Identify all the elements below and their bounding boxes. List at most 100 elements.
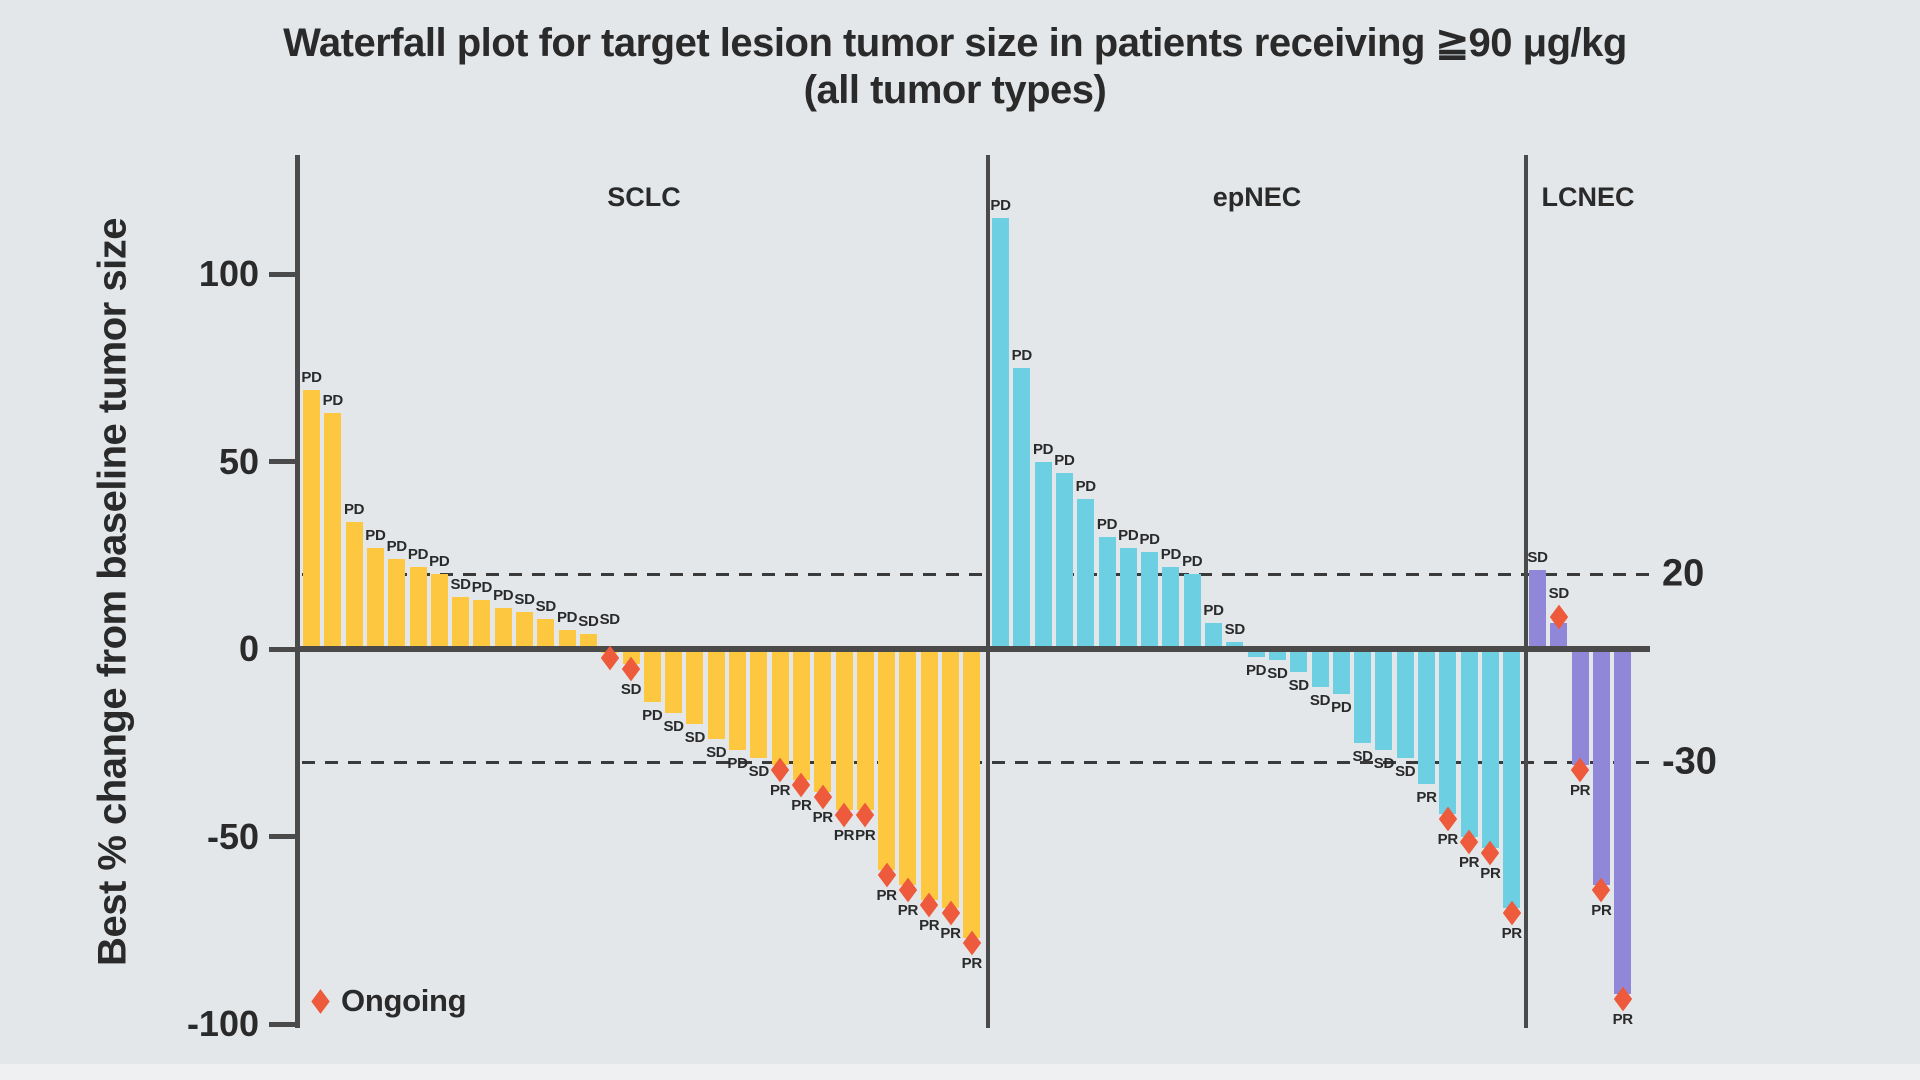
- bar-response-label: PR: [833, 827, 855, 845]
- group-header-epnec: epNEC: [1212, 182, 1302, 212]
- ongoing-diamond-icon: [311, 988, 330, 1014]
- bar-response-label: PD: [471, 579, 493, 597]
- bar: [686, 649, 704, 724]
- bar: [750, 649, 768, 758]
- bar-response-label: SD: [1352, 747, 1373, 765]
- bar: [1205, 622, 1222, 649]
- bar: [771, 649, 789, 766]
- bar-response-label: PR: [1569, 782, 1591, 800]
- bar: [1571, 649, 1589, 766]
- bar: [1614, 649, 1632, 994]
- bar: [1529, 570, 1546, 649]
- bar: [1013, 367, 1031, 649]
- bar-response-label: SD: [706, 744, 727, 761]
- bar-response-label: PD: [407, 545, 429, 563]
- bar: [579, 634, 597, 649]
- bar: [1247, 649, 1265, 657]
- bar-response-label: PD: [365, 526, 386, 544]
- bar-response-label: PR: [897, 902, 919, 920]
- bar-response-label: PR: [1437, 831, 1459, 848]
- reference-line-label: 20: [1662, 552, 1705, 595]
- bar-response-label: SD: [535, 598, 557, 615]
- bar-response-label: SD: [1267, 665, 1288, 683]
- bar-response-label: PD: [386, 538, 408, 555]
- bar: [452, 596, 470, 649]
- chart-title-line2: (all tumor types): [803, 68, 1107, 112]
- bar: [707, 649, 725, 739]
- bar: [1592, 649, 1610, 886]
- legend: Ongoing: [308, 983, 467, 1019]
- y-axis-tick: [269, 459, 297, 464]
- bar-response-label: PD: [1160, 545, 1182, 563]
- y-axis-tick: [269, 1021, 297, 1027]
- bar-response-label: PR: [876, 887, 897, 905]
- y-axis-tick-label: 50: [218, 440, 259, 482]
- bar: [643, 649, 661, 702]
- bar-response-label: PR: [1501, 924, 1523, 942]
- bar: [1290, 649, 1308, 672]
- bar-response-label: PR: [940, 924, 961, 942]
- bar: [665, 649, 683, 713]
- bar: [856, 649, 874, 811]
- y-axis-line: [295, 155, 300, 1028]
- bar-response-label: PD: [1182, 553, 1203, 570]
- group-header-lcnec: LCNEC: [1541, 182, 1635, 212]
- reference-line-label: -30: [1662, 740, 1717, 782]
- bar: [1550, 622, 1568, 649]
- bar: [792, 649, 810, 781]
- bar-response-label: PR: [1480, 864, 1501, 882]
- bar-response-label: PD: [642, 706, 663, 724]
- bar-response-label: SD: [578, 613, 599, 630]
- bar-response-label: PD: [1203, 601, 1224, 619]
- bar-response-label: PR: [1612, 1011, 1634, 1028]
- bar-response-label: SD: [599, 611, 621, 628]
- bar: [1503, 649, 1521, 908]
- y-axis-tick-label: -50: [206, 815, 259, 857]
- bar-response-label: PD: [429, 553, 450, 570]
- chart-title-line1: Waterfall plot for target lesion tumor s…: [283, 21, 1627, 65]
- bar: [345, 521, 363, 649]
- y-axis-tick: [269, 646, 297, 652]
- bar-response-label: PR: [919, 917, 940, 935]
- bar: [303, 390, 320, 649]
- bar: [1396, 649, 1414, 758]
- bar-response-label: SD: [1395, 762, 1416, 780]
- bar: [1077, 499, 1095, 649]
- bar-response-label: SD: [1288, 676, 1310, 694]
- bar: [878, 649, 896, 871]
- bar: [899, 649, 917, 886]
- bar-response-label: PR: [961, 954, 983, 972]
- bar: [1098, 536, 1116, 649]
- bar-response-label: PR: [769, 782, 791, 800]
- bar-response-label: PD: [990, 196, 1011, 214]
- bar: [473, 600, 491, 649]
- legend-label: Ongoing: [341, 983, 467, 1018]
- bar: [1162, 566, 1180, 649]
- bar-response-label: PR: [1416, 789, 1437, 806]
- bar: [1354, 649, 1372, 743]
- bar: [1226, 641, 1244, 649]
- bar-response-label: PD: [301, 369, 322, 387]
- bar: [1119, 547, 1137, 649]
- y-axis-tick-label: 0: [238, 628, 259, 669]
- group-divider: [986, 155, 990, 1028]
- bar-response-label: SD: [450, 575, 471, 593]
- bar: [324, 412, 342, 649]
- bar: [814, 649, 832, 792]
- bar: [409, 566, 427, 649]
- reference-line: [302, 573, 1650, 576]
- bar: [1332, 649, 1350, 694]
- bar-response-label: PR: [791, 797, 812, 815]
- bar: [1460, 649, 1478, 837]
- bar-response-label: SD: [1527, 549, 1548, 567]
- bar-response-label: SD: [620, 681, 642, 698]
- bar-response-label: PD: [1096, 515, 1118, 533]
- bar: [537, 619, 555, 649]
- bar: [942, 649, 959, 908]
- bar: [516, 611, 533, 649]
- bar-response-label: SD: [1548, 584, 1570, 602]
- bar-response-label: PD: [1054, 451, 1075, 469]
- bar: [1268, 649, 1286, 661]
- bar: [388, 559, 406, 649]
